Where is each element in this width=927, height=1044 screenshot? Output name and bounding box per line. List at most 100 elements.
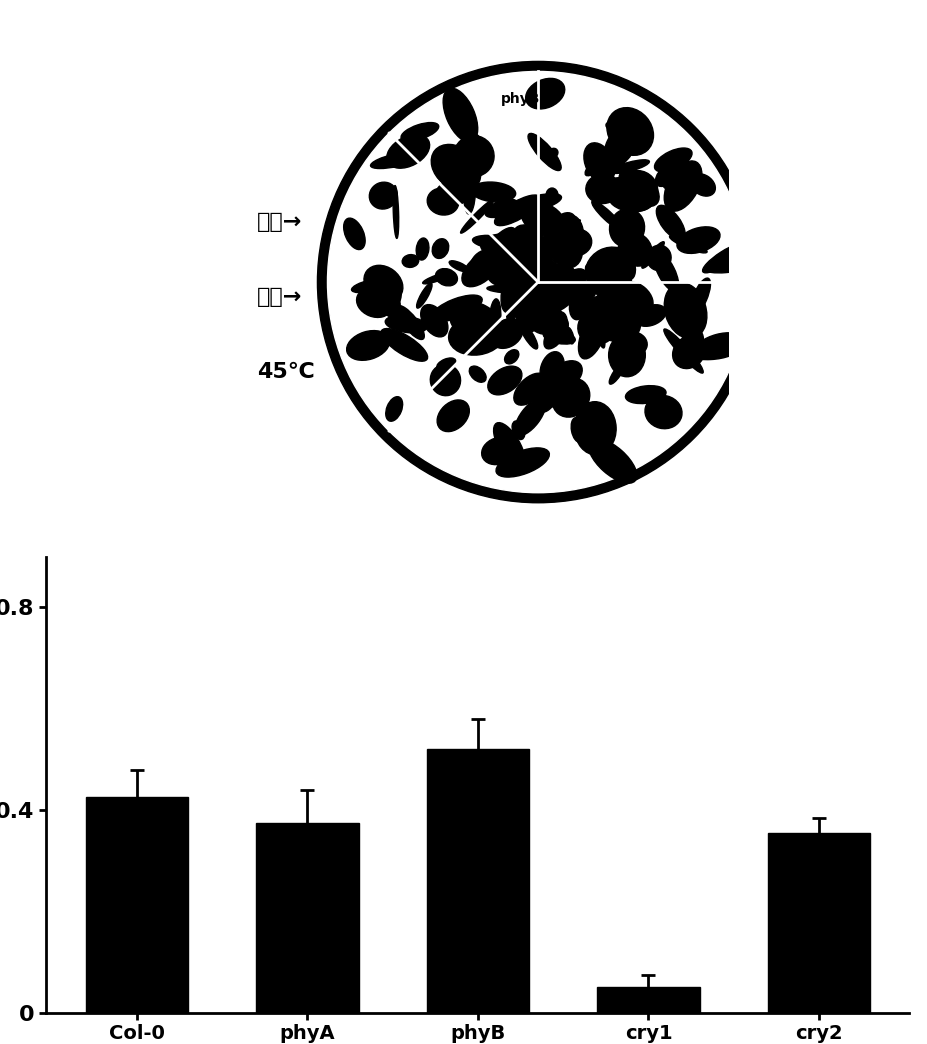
Ellipse shape [664,161,701,211]
Ellipse shape [506,281,517,325]
Ellipse shape [370,151,424,168]
Ellipse shape [493,252,507,270]
Ellipse shape [522,315,530,328]
Ellipse shape [435,177,475,206]
Text: phyB-9: phyB-9 [501,92,555,105]
Ellipse shape [548,213,576,243]
Ellipse shape [702,243,745,272]
Ellipse shape [431,144,480,191]
Ellipse shape [501,274,518,312]
Ellipse shape [489,318,522,349]
Ellipse shape [347,331,389,360]
Ellipse shape [547,282,558,298]
Ellipse shape [541,232,566,258]
Ellipse shape [351,278,392,292]
Ellipse shape [695,333,741,356]
Ellipse shape [524,250,564,295]
Ellipse shape [487,285,536,293]
Text: 45℃: 45℃ [257,362,314,382]
Ellipse shape [532,266,557,308]
Ellipse shape [540,369,572,409]
Ellipse shape [514,292,545,329]
Ellipse shape [426,188,458,215]
Ellipse shape [603,126,633,167]
Ellipse shape [435,268,457,286]
Ellipse shape [545,224,582,268]
Ellipse shape [380,288,400,317]
Ellipse shape [558,236,572,251]
Ellipse shape [591,200,622,230]
Ellipse shape [449,301,503,346]
Ellipse shape [540,352,564,386]
Ellipse shape [585,264,615,308]
Ellipse shape [386,397,402,421]
Ellipse shape [453,136,493,176]
Ellipse shape [508,285,547,305]
Bar [256,823,358,1013]
Ellipse shape [507,288,527,311]
Ellipse shape [681,339,737,359]
Ellipse shape [582,310,593,337]
Ellipse shape [608,333,644,377]
Ellipse shape [448,315,504,355]
Ellipse shape [578,308,617,345]
Ellipse shape [443,88,477,142]
Ellipse shape [655,206,684,240]
Ellipse shape [609,363,624,384]
Ellipse shape [654,168,672,187]
Ellipse shape [481,437,514,465]
Text: 黑暗→: 黑暗→ [257,212,302,232]
Ellipse shape [585,174,619,204]
Ellipse shape [574,402,616,455]
Ellipse shape [618,233,652,266]
Ellipse shape [527,134,561,170]
Ellipse shape [343,218,364,250]
Ellipse shape [500,260,533,275]
Ellipse shape [539,270,576,291]
Ellipse shape [449,261,469,272]
Ellipse shape [437,400,469,431]
Ellipse shape [689,278,710,317]
Ellipse shape [462,251,501,287]
Ellipse shape [437,358,455,370]
Ellipse shape [548,361,581,390]
Ellipse shape [681,327,703,350]
Ellipse shape [381,329,427,361]
Ellipse shape [514,373,545,405]
Ellipse shape [609,209,644,247]
Ellipse shape [491,371,512,390]
Ellipse shape [588,438,636,483]
Ellipse shape [705,262,745,272]
Ellipse shape [512,421,525,440]
Ellipse shape [527,270,549,295]
Ellipse shape [607,183,654,212]
Ellipse shape [562,215,583,251]
Ellipse shape [579,302,614,328]
Ellipse shape [644,396,681,429]
Ellipse shape [668,236,706,253]
Ellipse shape [543,264,575,305]
Ellipse shape [552,378,590,418]
Ellipse shape [618,169,658,207]
Ellipse shape [605,121,630,135]
Ellipse shape [515,279,540,290]
Ellipse shape [422,272,451,284]
Ellipse shape [485,199,517,217]
Ellipse shape [573,280,597,308]
Ellipse shape [469,250,498,279]
Ellipse shape [646,245,670,270]
Ellipse shape [530,264,574,301]
Ellipse shape [508,278,558,313]
Ellipse shape [561,229,591,256]
Ellipse shape [527,269,546,301]
Ellipse shape [415,238,428,260]
Ellipse shape [616,170,657,211]
Ellipse shape [521,201,565,237]
Ellipse shape [471,182,515,201]
Ellipse shape [590,308,604,348]
Ellipse shape [543,269,586,313]
Ellipse shape [496,448,549,477]
Ellipse shape [464,170,475,214]
Ellipse shape [502,239,550,288]
Ellipse shape [524,262,556,289]
